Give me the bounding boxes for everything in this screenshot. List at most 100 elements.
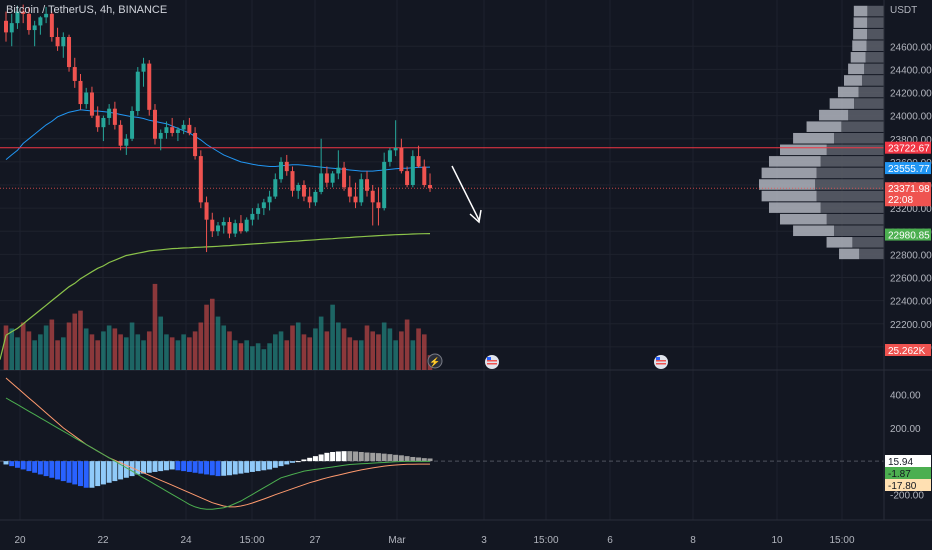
macd-histogram-bar — [267, 461, 273, 470]
volume-bar — [416, 328, 421, 370]
us-flag-stripe — [656, 363, 666, 365]
candle-body — [336, 167, 341, 174]
horizontal-line[interactable] — [0, 147, 884, 189]
candlesticks[interactable] — [4, 4, 433, 253]
macd-histogram-bar — [169, 461, 175, 470]
arrow-head — [469, 209, 482, 224]
macd-histogram-bar — [129, 461, 135, 477]
volume-bar — [330, 304, 335, 370]
volume-bar — [89, 334, 95, 370]
price-tick-label: 22800.00 — [890, 250, 932, 261]
macd-value-label-tag — [885, 467, 931, 479]
volume-profile-bar — [853, 5, 868, 17]
candle-body — [256, 208, 261, 214]
candle-body — [279, 161, 284, 180]
volume-bar — [112, 328, 118, 370]
hline-price-label-tag — [885, 141, 931, 154]
event-markers[interactable]: ⚡ — [427, 353, 668, 369]
volume-bar — [295, 322, 301, 370]
volume-profile-bar — [839, 248, 860, 260]
macd-pane[interactable] — [0, 377, 884, 510]
candle-body — [204, 202, 209, 220]
candle-body — [124, 138, 129, 146]
volume-bar — [198, 322, 204, 370]
time-tick-label: 10 — [771, 535, 783, 546]
volume-bar — [324, 331, 330, 370]
macd-histogram-bar — [318, 454, 324, 462]
macd-histogram-bar — [55, 461, 61, 480]
macd-histogram-bar — [9, 461, 15, 467]
candle-body — [393, 148, 398, 151]
volume-profile-bar — [761, 167, 817, 179]
volume-profile-bar — [861, 75, 884, 86]
volume-profile-bar — [759, 179, 816, 190]
macd-signal-label: -17.80 — [888, 481, 917, 492]
volume-bar — [61, 337, 66, 370]
candle-body — [101, 117, 106, 128]
time-tick-label: 3 — [481, 535, 487, 546]
candle-body — [181, 124, 186, 130]
candle-body — [135, 71, 140, 111]
arrow-shaft — [451, 165, 480, 221]
countdown-label: 22:08 — [888, 195, 913, 206]
volume-bar — [169, 337, 175, 370]
volume-bar — [158, 316, 164, 370]
axis-labels: USDT24600.0024400.0024200.0024000.002380… — [14, 5, 932, 546]
macd-histogram-bar — [221, 461, 227, 476]
macd-signal-label-tag — [885, 479, 931, 491]
volume-profile-bar — [859, 248, 884, 260]
arrow-down-annotation[interactable] — [451, 165, 482, 224]
macd-histogram-bar — [209, 461, 215, 476]
macd-histogram-bar — [215, 461, 221, 477]
last-price-label: 23371.98 — [888, 184, 930, 195]
volume-bar — [381, 322, 387, 370]
volume-bar — [66, 322, 72, 370]
macd-value-label: -1.87 — [888, 469, 911, 480]
volume-profile-bar — [853, 28, 868, 40]
volume-profile-bar — [852, 237, 884, 248]
price-tick-label: 24600.00 — [890, 42, 932, 53]
candle-body — [422, 166, 427, 185]
price-tick-label: 24000.00 — [890, 112, 932, 123]
candle-body — [233, 223, 238, 234]
macd-histogram-bar — [381, 453, 387, 462]
volume-bar — [255, 343, 261, 370]
volume-bar — [9, 328, 15, 370]
volume-bar — [164, 334, 169, 370]
volume-bar — [72, 313, 78, 370]
macd-histogram-bar — [226, 461, 232, 476]
macd-histogram-bar — [301, 459, 307, 462]
volume-profile-bar — [850, 52, 866, 63]
volume-profile-bar — [826, 213, 884, 225]
macd-histogram-bar — [135, 461, 141, 475]
ma200-line — [0, 233, 431, 360]
candle-body — [89, 92, 94, 116]
macd-histogram-bar — [341, 451, 347, 462]
volume-bar — [347, 337, 353, 370]
macd-histogram-bar — [204, 461, 210, 475]
time-tick-label: 6 — [607, 535, 613, 546]
ma50-line-path — [5, 109, 431, 172]
volume-bar — [43, 325, 49, 370]
macd-histogram-bar — [284, 461, 290, 465]
macd-histogram-bar — [410, 456, 416, 462]
candle-body — [84, 92, 89, 105]
volume-bar — [209, 298, 215, 370]
volume-profile-bar — [826, 237, 853, 248]
ma200-price-label: 22980.85 — [888, 231, 930, 242]
last-price-tag — [885, 182, 931, 207]
volume-bar — [20, 322, 26, 370]
candle-body — [244, 219, 249, 232]
macd-histogram-bar — [95, 461, 101, 487]
candle-body — [296, 185, 301, 191]
candle-body — [21, 11, 26, 14]
candle-body — [428, 185, 433, 189]
macd-signal-line — [5, 377, 430, 508]
volume-bar — [250, 346, 255, 370]
volume-bar — [175, 340, 181, 370]
macd-histogram-bar — [141, 461, 147, 474]
volume-bar — [49, 319, 55, 370]
volume-bar — [221, 325, 227, 370]
price-tick-label: 23200.00 — [890, 204, 932, 215]
